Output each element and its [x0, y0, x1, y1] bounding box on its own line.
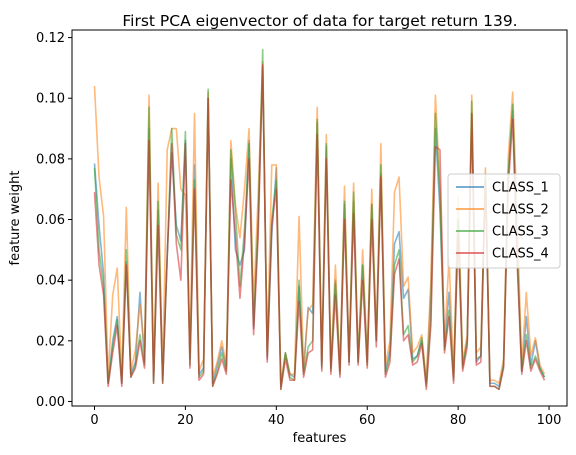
y-tick-label: 0.02: [36, 334, 65, 349]
y-tick-label: 0.06: [36, 213, 65, 228]
x-tick-label: 60: [359, 413, 376, 428]
y-tick-label: 0.00: [36, 395, 65, 410]
y-tick-label: 0.04: [36, 274, 65, 289]
legend-entry-label: CLASS_2: [492, 203, 549, 218]
y-tick-label: 0.10: [36, 92, 65, 107]
y-tick-label: 0.08: [36, 152, 65, 167]
x-axis-label: features: [293, 431, 347, 446]
legend-box: [447, 173, 561, 269]
x-tick-label: 20: [177, 413, 194, 428]
y-axis-label: feature weight: [8, 171, 23, 266]
legend-entry-label: CLASS_1: [492, 181, 549, 196]
y-tick-label: 0.12: [36, 31, 65, 46]
x-tick-label: 80: [450, 413, 467, 428]
plot-frame: [71, 29, 568, 407]
legend: CLASS_1 CLASS_2 CLASS_3 CLASS_4: [447, 173, 561, 269]
x-tick-label: 0: [90, 413, 98, 428]
chart-title: First PCA eigenvector of data for target…: [122, 12, 517, 30]
x-tick-label: 40: [268, 413, 285, 428]
legend-entry-label: CLASS_4: [492, 247, 549, 262]
legend-entry-label: CLASS_3: [492, 225, 549, 240]
x-tick-label: 100: [537, 413, 562, 428]
